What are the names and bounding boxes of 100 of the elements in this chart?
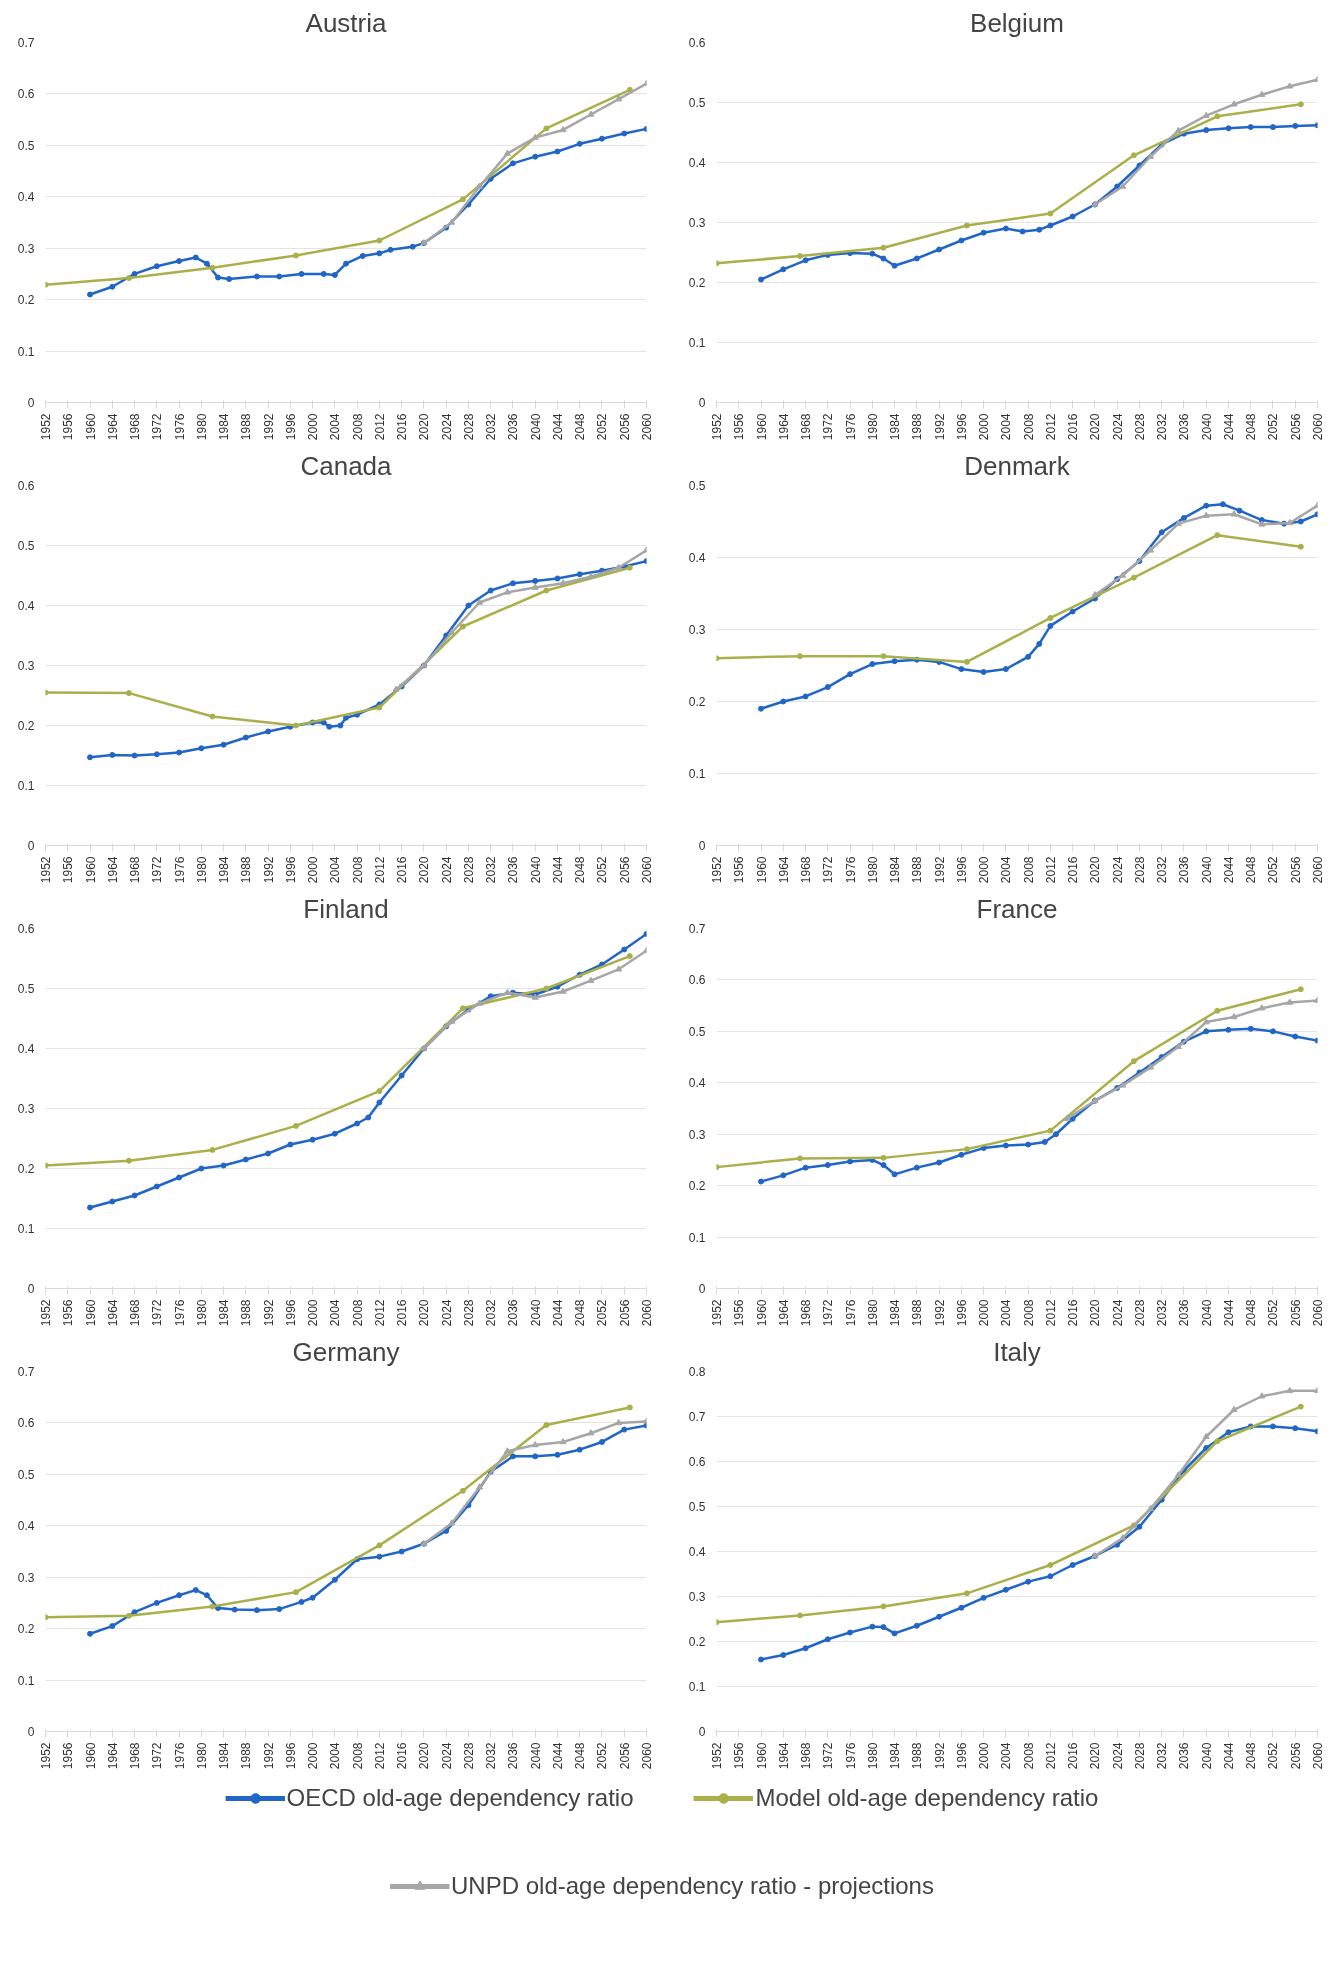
y-tick-label: 0.5 <box>688 1500 706 1514</box>
x-tick-label: 2024 <box>1110 856 1125 884</box>
x-tick-label: 1984 <box>888 856 903 884</box>
x-tick-label: 1968 <box>799 1299 814 1327</box>
x-tick-label: 2024 <box>439 413 454 441</box>
point <box>476 182 484 189</box>
point <box>1130 574 1137 581</box>
point <box>1002 1142 1009 1149</box>
y-tick-label: 0.6 <box>688 973 706 988</box>
point <box>343 714 349 721</box>
point <box>459 623 466 630</box>
x-tick-label: 1968 <box>799 413 814 441</box>
point <box>1203 502 1210 509</box>
point <box>869 1623 876 1630</box>
x-tick-label: 1984 <box>217 1299 232 1327</box>
point <box>459 1005 466 1012</box>
x-tick-label: 2048 <box>1244 1742 1259 1770</box>
x-tick-label: 1996 <box>954 1742 969 1770</box>
point <box>376 1542 383 1549</box>
point <box>309 1594 316 1601</box>
point <box>1297 1403 1304 1410</box>
y-tick-label: 0.4 <box>688 551 706 565</box>
x-tick-label: 2004 <box>328 856 343 884</box>
point <box>1025 1578 1032 1585</box>
point <box>869 250 876 257</box>
point <box>780 698 787 705</box>
point <box>796 1612 803 1619</box>
y-tick-label: 0.3 <box>17 659 35 673</box>
y-tick-label: 0.2 <box>688 1179 706 1194</box>
x-tick-label: 2016 <box>395 1742 410 1770</box>
point <box>1002 1586 1009 1593</box>
y-tick-label: 0.2 <box>17 719 35 733</box>
x-tick-label: 1972 <box>150 413 165 441</box>
point <box>796 653 803 660</box>
point <box>1047 1573 1054 1580</box>
x-tick-label: 2008 <box>1021 413 1036 441</box>
point <box>1203 1028 1210 1035</box>
point <box>292 1589 299 1596</box>
point <box>87 291 94 298</box>
point <box>1286 82 1294 89</box>
point <box>576 140 583 147</box>
point <box>476 999 484 1006</box>
x-tick-label: 1952 <box>39 856 53 884</box>
point <box>802 257 809 264</box>
point <box>109 751 116 758</box>
chart-title: Germany <box>292 1336 400 1367</box>
point <box>576 1446 583 1453</box>
x-tick-label: 1984 <box>888 1299 903 1327</box>
x-tick-label: 2056 <box>1288 1742 1303 1770</box>
y-tick-label: 0 <box>27 839 35 853</box>
y-tick-label: 0.1 <box>688 1680 706 1694</box>
x-tick-label: 2052 <box>1266 1742 1281 1770</box>
y-tick-label: 0.5 <box>17 982 35 996</box>
point <box>587 110 595 117</box>
x-tick-label: 1960 <box>754 413 769 441</box>
point <box>125 1612 132 1619</box>
point <box>1230 1405 1238 1412</box>
point <box>1036 640 1043 647</box>
x-tick-label: 1956 <box>61 856 76 884</box>
point <box>621 946 628 953</box>
x-tick-label: 1996 <box>954 413 969 441</box>
x-tick-label: 2052 <box>1266 1299 1281 1327</box>
point <box>1202 1432 1210 1439</box>
point <box>980 668 987 675</box>
point <box>265 1150 272 1157</box>
point <box>1147 546 1155 553</box>
x-tick-label: 1980 <box>194 413 209 441</box>
chart-title: Denmark <box>964 450 1071 481</box>
point <box>376 237 383 244</box>
y-tick-label: 0.5 <box>17 1467 35 1482</box>
point <box>287 1141 294 1148</box>
x-tick-label: 2000 <box>306 413 321 441</box>
y-tick-label: 0 <box>698 396 706 410</box>
x-tick-label: 2044 <box>1221 413 1236 441</box>
point <box>1269 1028 1276 1035</box>
x-tick-label: 1980 <box>865 1299 880 1327</box>
point <box>503 588 511 595</box>
x-tick-label: 2004 <box>999 856 1014 884</box>
point <box>376 1099 383 1106</box>
point <box>109 283 116 290</box>
x-tick-label: 1988 <box>910 1742 925 1770</box>
y-tick-label: 0.2 <box>17 293 35 308</box>
x-tick-label: 2048 <box>1244 1299 1259 1327</box>
point <box>242 1156 249 1163</box>
point <box>532 1453 539 1460</box>
y-tick-label: 0.1 <box>17 1222 35 1236</box>
x-tick-label: 2036 <box>506 856 521 884</box>
x-tick-label: 2040 <box>528 1299 543 1327</box>
point <box>176 749 183 756</box>
point <box>559 125 567 133</box>
x-tick-label: 1988 <box>239 1299 254 1327</box>
x-tick-label: 2028 <box>461 413 476 441</box>
point <box>87 1204 94 1211</box>
x-tick-label: 2032 <box>484 413 499 441</box>
point <box>1025 1141 1032 1148</box>
point <box>131 1192 138 1199</box>
y-tick-label: 0.1 <box>17 779 35 793</box>
x-tick-label: 1956 <box>732 856 747 884</box>
x-tick-label: 1992 <box>932 1299 947 1327</box>
point <box>963 658 970 665</box>
